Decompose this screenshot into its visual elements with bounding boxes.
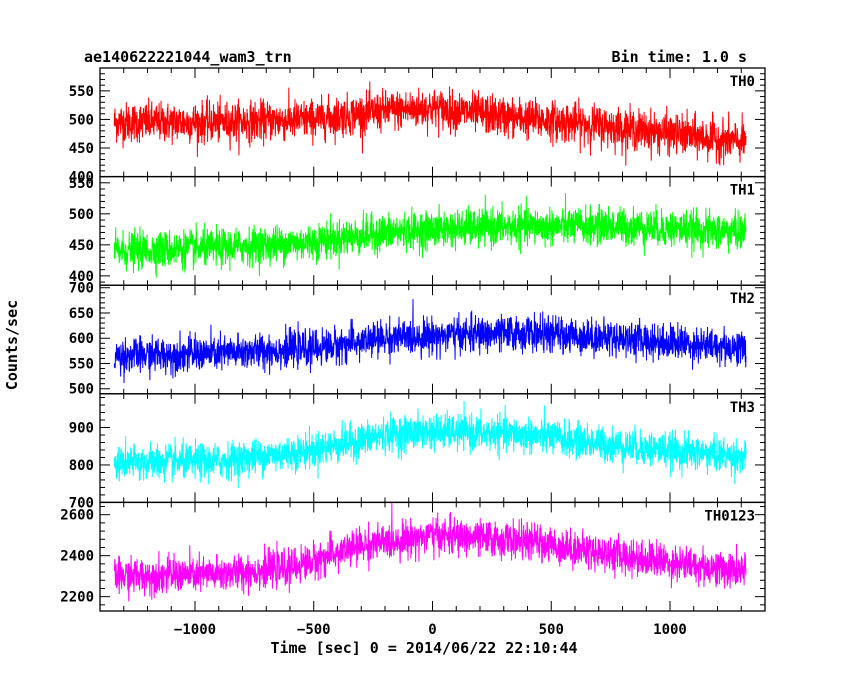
x-tick-label: 1000: [653, 622, 687, 638]
panel-label-th0123: TH0123: [704, 508, 755, 524]
panels-group: 400 450 500 550 TH0 400 450 500 550 TH1 500 550 600 6…: [60, 67, 766, 612]
series-line-th1: [113, 193, 747, 278]
y-tick-label: 450: [69, 141, 94, 157]
y-tick-label: 550: [69, 176, 94, 192]
y-tick-label: 700: [69, 281, 94, 297]
panel-th0123: 2200 2400 2600 TH0123: [60, 501, 766, 612]
y-tick-label: 800: [69, 458, 94, 474]
y-tick-label: 2600: [60, 508, 94, 524]
x-tick-label: −500: [297, 622, 331, 638]
y-tick-label: 550: [69, 356, 94, 372]
panel-th2: 500 550 600 650 700 TH2: [69, 281, 766, 398]
y-tick-label: 500: [69, 112, 94, 128]
y-tick-label: 2200: [60, 590, 94, 606]
y-tick-label: 900: [69, 421, 94, 437]
panel-th3: 700 800 900 TH3: [69, 393, 766, 511]
y-tick-label: 550: [69, 84, 94, 100]
panel-th0: 400 450 500 550 TH0: [69, 67, 766, 186]
y-tick-label: 500: [69, 207, 94, 223]
chart-title: ae140622221044_wam3_trn: [84, 48, 292, 66]
x-tick-label: 0: [428, 622, 436, 638]
x-axis-title: Time [sec] 0 = 2014/06/22 22:10:44: [270, 639, 577, 657]
y-axis-title: Counts/sec: [3, 300, 21, 390]
y-tick-label: 450: [69, 238, 94, 254]
panel-label-th3: TH3: [730, 400, 755, 416]
y-tick-label: 700: [69, 495, 94, 511]
series-line-th3: [113, 401, 747, 489]
series-line-th2: [113, 299, 747, 384]
y-tick-label: 400: [69, 170, 94, 186]
y-tick-label: 2400: [60, 549, 94, 565]
panel-label-th2: TH2: [730, 291, 755, 307]
x-tick-label: 500: [539, 622, 564, 638]
y-tick-label: 650: [69, 306, 94, 322]
panel-label-th0: TH0: [730, 74, 755, 90]
panel-th1: 400 450 500 550 TH1: [69, 176, 766, 286]
x-axis: −1000 −500 0 500 1000: [174, 622, 687, 638]
y-tick-label: 600: [69, 331, 94, 347]
panel-label-th1: TH1: [730, 183, 755, 199]
bin-time-label: Bin time: 1.0 s: [612, 48, 747, 66]
x-tick-label: −1000: [174, 622, 216, 638]
y-tick-label: 400: [69, 269, 94, 285]
y-tick-label: 500: [69, 382, 94, 398]
series-line-th0: [113, 81, 747, 166]
series-line-th0123: [113, 502, 747, 602]
